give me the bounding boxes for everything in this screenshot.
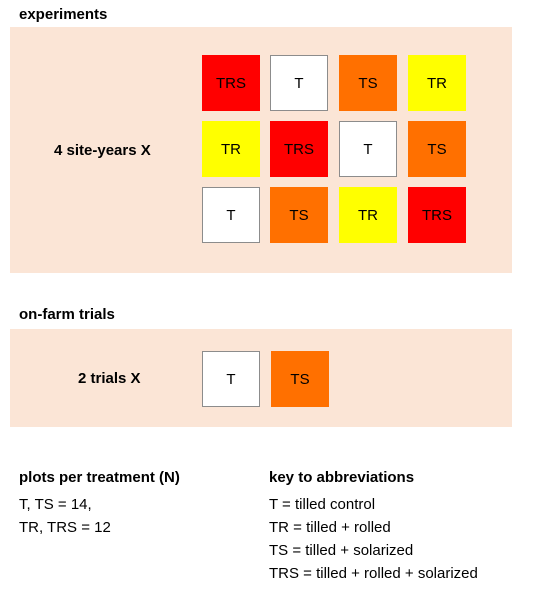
key-line-3: TRS = tilled + rolled + solarized	[269, 565, 478, 582]
on-farm-cell-1: TS	[271, 351, 329, 407]
key-line-2: TS = tilled + solarized	[269, 542, 414, 559]
experiments-panel: 4 site-years X TRS T TS TR TR TRS T TS T…	[10, 27, 512, 273]
experiment-cell-r0-c0: TRS	[202, 55, 260, 111]
experiment-cell-r1-c1: TRS	[270, 121, 328, 177]
experiment-cell-r0-c2: TS	[339, 55, 397, 111]
experiment-cell-r2-c1: TS	[270, 187, 328, 243]
experiment-cell-r2-c0: T	[202, 187, 260, 243]
experiments-heading: experiments	[19, 6, 108, 23]
on-farm-heading: on-farm trials	[19, 306, 115, 323]
key-heading: key to abbreviations	[269, 469, 415, 486]
experiment-cell-r2-c3: TRS	[408, 187, 466, 243]
experiment-cell-r1-c0: TR	[202, 121, 260, 177]
plots-line-1: TR, TRS = 12	[19, 519, 111, 536]
experiment-cell-r1-c3: TS	[408, 121, 466, 177]
key-line-0: T = tilled control	[269, 496, 376, 513]
experiment-cell-r1-c2: T	[339, 121, 397, 177]
on-farm-row-label: 2 trials X	[78, 370, 141, 387]
experiment-cell-r2-c2: TR	[339, 187, 397, 243]
experiment-cell-r0-c3: TR	[408, 55, 466, 111]
experiments-row-label: 4 site-years X	[54, 142, 151, 159]
plots-line-0: T, TS = 14,	[19, 496, 92, 513]
experiment-cell-r0-c1: T	[270, 55, 328, 111]
on-farm-panel: 2 trials X T TS	[10, 329, 512, 427]
on-farm-cell-0: T	[202, 351, 260, 407]
key-line-1: TR = tilled + rolled	[269, 519, 391, 536]
plots-heading: plots per treatment (N)	[19, 469, 180, 486]
